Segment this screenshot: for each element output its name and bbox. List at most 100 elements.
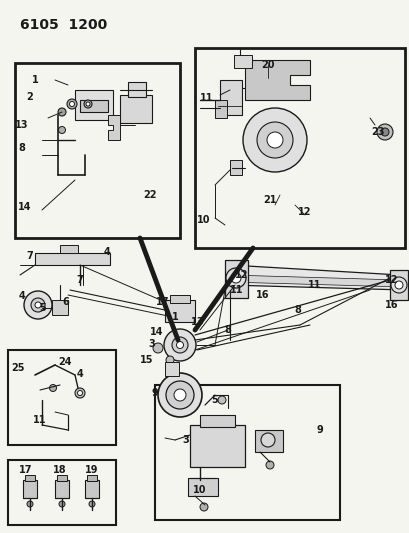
Polygon shape xyxy=(227,265,404,290)
Circle shape xyxy=(166,381,193,409)
Circle shape xyxy=(77,391,82,395)
Circle shape xyxy=(70,101,74,107)
Text: 25: 25 xyxy=(11,363,25,373)
Circle shape xyxy=(59,501,65,507)
Circle shape xyxy=(84,100,92,108)
Text: 8: 8 xyxy=(294,305,301,315)
Text: 1: 1 xyxy=(31,75,38,85)
Bar xyxy=(35,253,110,265)
Circle shape xyxy=(75,388,85,398)
Circle shape xyxy=(49,384,56,392)
Text: 9: 9 xyxy=(151,388,158,398)
Bar xyxy=(8,460,116,525)
Text: 8: 8 xyxy=(224,325,231,335)
Bar xyxy=(15,63,180,238)
Bar xyxy=(254,430,282,452)
Circle shape xyxy=(172,337,188,353)
Circle shape xyxy=(218,396,225,404)
Text: 7: 7 xyxy=(76,275,83,285)
Circle shape xyxy=(31,298,45,312)
Circle shape xyxy=(256,122,292,158)
Bar xyxy=(188,478,218,496)
Text: 13: 13 xyxy=(15,120,29,130)
Text: 10: 10 xyxy=(197,215,210,225)
Circle shape xyxy=(86,102,90,106)
Circle shape xyxy=(89,501,95,507)
Polygon shape xyxy=(227,275,403,287)
Bar xyxy=(200,415,234,427)
Circle shape xyxy=(380,128,388,136)
Circle shape xyxy=(166,356,173,364)
Text: 22: 22 xyxy=(143,190,156,200)
Bar xyxy=(189,425,245,467)
Text: 14: 14 xyxy=(18,202,31,212)
Bar xyxy=(57,475,67,481)
Text: 23: 23 xyxy=(370,127,384,137)
Text: 4: 4 xyxy=(103,247,110,257)
Circle shape xyxy=(176,342,183,349)
Text: 16: 16 xyxy=(256,290,269,300)
Text: 21: 21 xyxy=(263,195,276,205)
Bar xyxy=(23,480,37,498)
Text: 3: 3 xyxy=(148,339,155,349)
Circle shape xyxy=(58,126,65,133)
Text: 20: 20 xyxy=(261,60,274,70)
Circle shape xyxy=(243,108,306,172)
Bar xyxy=(164,362,179,376)
Circle shape xyxy=(35,302,41,308)
Bar xyxy=(128,82,146,97)
Bar xyxy=(214,100,227,118)
Text: 9: 9 xyxy=(316,425,323,435)
Circle shape xyxy=(261,433,274,447)
Circle shape xyxy=(24,291,52,319)
Circle shape xyxy=(58,108,66,116)
Bar xyxy=(80,100,108,112)
Bar xyxy=(60,245,78,253)
Polygon shape xyxy=(225,260,247,298)
Text: 11: 11 xyxy=(230,285,243,295)
Text: 15: 15 xyxy=(140,355,153,365)
Text: 13: 13 xyxy=(191,317,204,327)
Polygon shape xyxy=(389,270,407,300)
Bar xyxy=(155,385,339,520)
Text: 11: 11 xyxy=(308,280,321,290)
Text: 18: 18 xyxy=(53,465,67,475)
Circle shape xyxy=(266,132,282,148)
Text: 7: 7 xyxy=(27,251,33,261)
Text: 12: 12 xyxy=(235,270,248,280)
Text: 12: 12 xyxy=(297,207,311,217)
Text: 11: 11 xyxy=(33,415,47,425)
Text: 19: 19 xyxy=(85,465,99,475)
Circle shape xyxy=(153,343,163,353)
Text: 6: 6 xyxy=(63,297,69,307)
Polygon shape xyxy=(52,300,68,315)
Circle shape xyxy=(27,501,33,507)
Text: 11: 11 xyxy=(200,93,213,103)
Polygon shape xyxy=(234,55,252,68)
Circle shape xyxy=(230,273,240,283)
Text: 4: 4 xyxy=(18,291,25,301)
Circle shape xyxy=(376,124,392,140)
Bar xyxy=(120,95,152,123)
Bar xyxy=(75,90,113,120)
Polygon shape xyxy=(229,160,241,175)
Circle shape xyxy=(173,389,186,401)
Polygon shape xyxy=(245,60,309,100)
Bar xyxy=(164,300,195,322)
Bar xyxy=(87,475,97,481)
Text: 2: 2 xyxy=(27,92,33,102)
Text: 12: 12 xyxy=(384,275,398,285)
Circle shape xyxy=(67,99,77,109)
Text: 1: 1 xyxy=(171,312,178,322)
Bar xyxy=(55,480,69,498)
Circle shape xyxy=(265,461,273,469)
Bar xyxy=(8,350,116,445)
Text: 17: 17 xyxy=(19,465,33,475)
Text: 5: 5 xyxy=(211,395,218,405)
Circle shape xyxy=(200,503,207,511)
Circle shape xyxy=(390,277,406,293)
Text: 6105  1200: 6105 1200 xyxy=(20,18,107,32)
Text: 17: 17 xyxy=(156,297,169,307)
Circle shape xyxy=(157,373,202,417)
Circle shape xyxy=(225,268,245,288)
